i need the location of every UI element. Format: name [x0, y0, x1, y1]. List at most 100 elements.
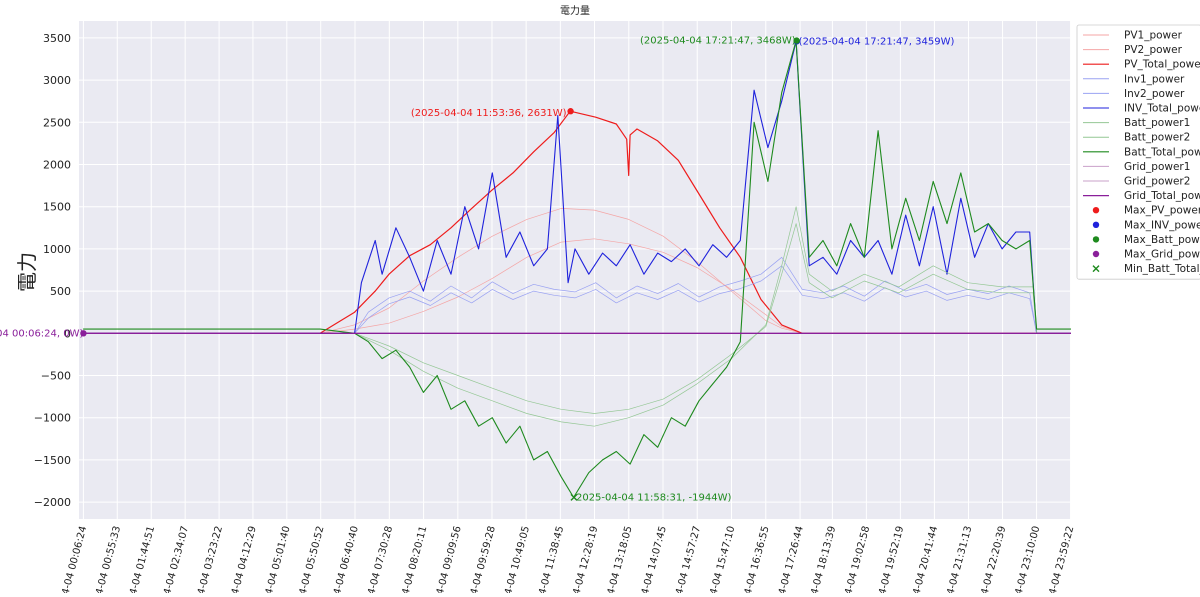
marker-max-batt-power-label: (2025-04-04 17:21:47, 3468W): [640, 36, 796, 47]
legend-item-inv2-power: Inv2_power: [1083, 88, 1185, 100]
x-tick-label: 4-04 15:47:10: [708, 525, 737, 593]
marker-max-inv-power-label: (2025-04-04 17:21:47, 3459W): [799, 36, 955, 47]
x-tick-label: 4-04 14:07:45: [640, 525, 669, 593]
legend-item-pv1-power-label: PV1_power: [1124, 30, 1183, 42]
legend-item-inv1-power-label: Inv1_power: [1124, 73, 1185, 85]
x-tick-label: 4-04 16:36:55: [743, 525, 772, 593]
legend-item-max-inv-power-label: Max_INV_power: [1124, 219, 1200, 231]
y-tick-label: 1000: [43, 243, 71, 256]
y-tick-label: 2500: [43, 116, 71, 129]
legend-item-max-batt-power-label: Max_Batt_power: [1124, 234, 1200, 246]
series-line-batt-power2: [83, 223, 1071, 414]
y-tick-label: 3500: [43, 32, 71, 45]
marker-min-batt-total-power-label: 2025-04-04 11:58:31, -1944W): [576, 492, 732, 503]
legend: PV1_power PV2_power PV_Total_power Inv1_pow…: [1076, 24, 1200, 280]
marker-max-pv-power-label: (2025-04-04 11:53:36, 2631W): [411, 108, 567, 119]
x-tick-label: 4-04 09:59:28: [469, 525, 498, 593]
x-tick-label: 4-04 02:34:07: [162, 525, 191, 593]
x-tick-label: 4-04 05:01:40: [264, 525, 293, 593]
x-tick-label: 4-04 04:12:29: [230, 525, 259, 593]
marker-max-batt-power: [793, 37, 800, 44]
x-tick-label: 4-04 08:20:11: [401, 525, 430, 593]
x-tick-label: 4-04 21:31:13: [945, 525, 974, 593]
legend-item-min-batt-total-pow-label: Min_Batt_Total_pow: [1124, 263, 1200, 275]
legend-box: [1076, 24, 1200, 280]
x-tick-label: 4-04 11:38:45: [537, 525, 566, 593]
legend-item-pv-total-power: PV_Total_power: [1083, 59, 1200, 71]
legend-item-pv1-power: PV1_power: [1083, 30, 1183, 42]
legend-item-batt-power1-label: Batt_power1: [1124, 117, 1190, 129]
x-tick-label: 4-04 00:06:24: [60, 525, 89, 593]
legend-item-pv-total-power-label: PV_Total_power: [1124, 59, 1200, 71]
x-tick-label: 4-04 14:57:27: [674, 525, 703, 593]
plot-area: [79, 21, 1071, 519]
legend-item-max-grid-power-label: Max_Grid_power: [1124, 249, 1200, 261]
legend-item-pv2-power: PV2_power: [1083, 44, 1183, 56]
legend-item-max-inv-power: Max_INV_power: [1092, 219, 1200, 231]
marker-max-grid-power-label: (2025-04-04 00:06:24, 0W): [0, 328, 83, 339]
x-tick-label: 4-04 10:49:05: [503, 525, 532, 593]
marker-max-grid-power: [80, 330, 87, 337]
legend-item-batt-power2-label: Batt_power2: [1124, 132, 1190, 144]
x-tick-label: 4-04 05:50:52: [298, 525, 327, 593]
legend-item-batt-total-power-label: Batt_Total_power: [1124, 146, 1200, 158]
series-line-pv-total-power: [83, 110, 1071, 334]
legend-item-grid-power1: Grid_power1: [1083, 161, 1190, 173]
y-tick-label: −1000: [34, 412, 71, 425]
series-line-inv1-power: [83, 256, 1071, 334]
legend-item-batt-power1: Batt_power1: [1083, 117, 1190, 129]
y-tick-label: 0: [64, 327, 71, 340]
series-line-inv-total-power: [83, 40, 1071, 334]
y-tick-label: −1500: [34, 454, 71, 467]
marker-min-batt-total-power: [570, 493, 578, 501]
x-tick-label: 4-04 01:44:51: [128, 525, 157, 593]
y-tick-label: 1500: [43, 201, 71, 214]
x-tick-label: 4-04 18:13:39: [809, 525, 838, 593]
marker-max-pv-power: [567, 108, 574, 115]
legend-item-grid-power2: Grid_power2: [1083, 176, 1190, 188]
legend-item-max-pv-power-label: Max_PV_power: [1124, 205, 1200, 217]
x-tick-label: 4-04 07:30:28: [366, 525, 395, 593]
x-tick-label: 4-04 23:59:22: [1048, 525, 1077, 593]
x-tick-label: 4-04 13:18:05: [606, 525, 635, 593]
x-tick-label: 4-04 17:26:44: [777, 525, 806, 593]
legend-item-inv-total-power: INV_Total_power: [1083, 103, 1200, 115]
y-tick-label: 3000: [43, 74, 71, 87]
y-axis-label: 電力: [15, 252, 39, 292]
series-line-inv2-power: [83, 265, 1071, 334]
x-tick-label: 4-04 19:52:19: [877, 525, 906, 593]
legend-item-max-pv-power: Max_PV_power: [1092, 205, 1200, 217]
series-line-batt-total-power: [83, 40, 1071, 498]
series-line-batt-power1: [83, 206, 1071, 427]
legend-item-grid-total-power: Grid_Total_power: [1083, 190, 1200, 202]
legend-item-inv2-power-label: Inv2_power: [1124, 88, 1185, 100]
x-tick-label: 4-04 23:10:00: [1014, 525, 1043, 593]
x-tick-label: 4-04 03:23:22: [196, 525, 225, 593]
y-tick-label: 2000: [43, 158, 71, 171]
legend-item-min-batt-total-pow: Min_Batt_Total_pow: [1092, 263, 1200, 275]
x-tick-label: 4-04 12:28:19: [571, 525, 600, 593]
series-line-pv1-power: [83, 208, 1071, 334]
x-tick-label: 4-04 09:09:56: [435, 525, 464, 593]
x-tick-label: 4-04 20:41:44: [911, 525, 940, 593]
legend-item-batt-power2: Batt_power2: [1083, 132, 1190, 144]
y-tick-label: 500: [50, 285, 71, 298]
legend-item-grid-power2-label: Grid_power2: [1124, 176, 1190, 188]
y-tick-label: −500: [41, 370, 71, 383]
legend-item-max-batt-power: Max_Batt_power: [1092, 234, 1200, 246]
legend-item-grid-total-power-label: Grid_Total_power: [1124, 190, 1200, 202]
legend-item-grid-power1-label: Grid_power1: [1124, 161, 1190, 173]
legend-item-batt-total-power: Batt_Total_power: [1083, 146, 1200, 158]
legend-item-pv2-power-label: PV2_power: [1124, 44, 1183, 56]
x-tick-label: 4-04 19:02:58: [843, 525, 872, 593]
x-tick-label: 4-04 00:55:33: [94, 525, 123, 593]
x-tick-label: 4-04 06:40:40: [332, 525, 361, 593]
legend-item-inv1-power: Inv1_power: [1083, 73, 1185, 85]
chart-title: 電力量: [560, 4, 590, 17]
y-tick-label: −2000: [34, 496, 71, 509]
x-tick-label: 4-04 22:20:39: [980, 525, 1009, 593]
legend-item-inv-total-power-label: INV_Total_power: [1124, 103, 1200, 115]
legend-item-max-grid-power: Max_Grid_power: [1092, 249, 1200, 261]
